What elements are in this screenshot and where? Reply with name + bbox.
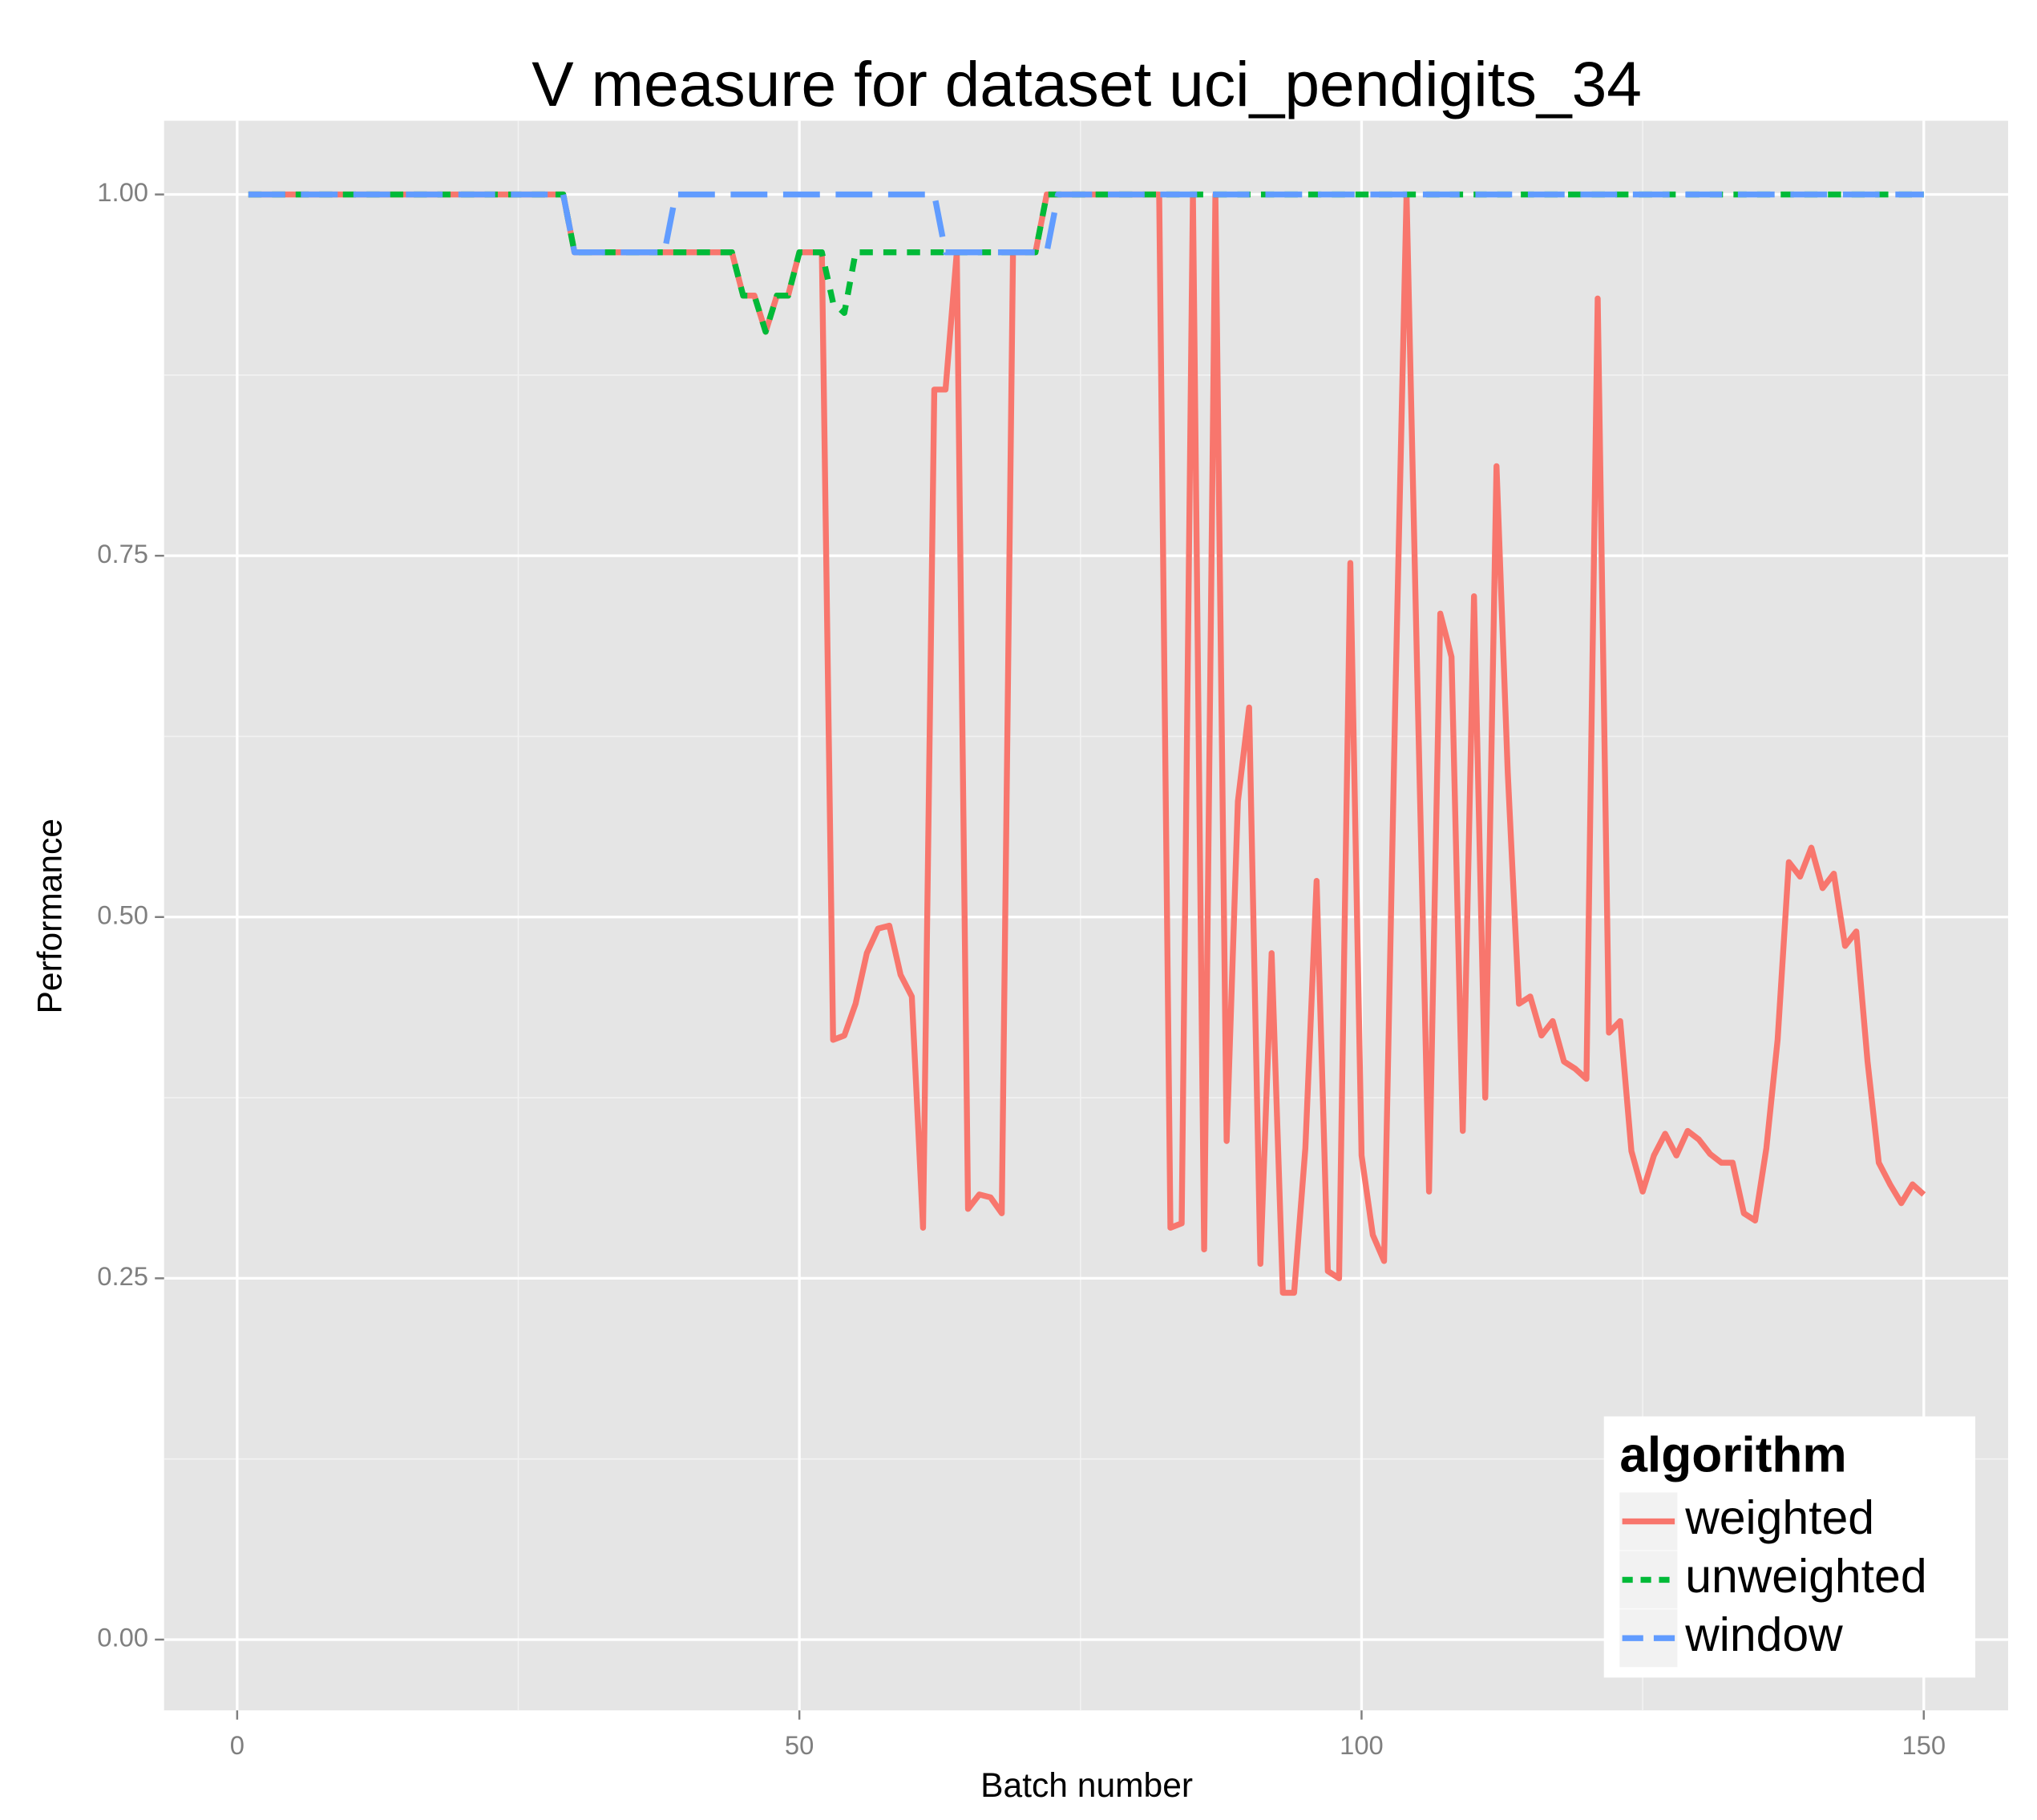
y-tick-label: 0.50 <box>97 900 148 929</box>
y-tick-label: 1.00 <box>97 177 148 207</box>
x-tick-label: 100 <box>1340 1730 1384 1760</box>
x-tick-label: 50 <box>785 1730 814 1760</box>
x-axis-title: Batch number <box>980 1766 1193 1805</box>
y-tick-label: 0.00 <box>97 1623 148 1652</box>
y-tick-label: 0.75 <box>97 539 148 568</box>
lines <box>248 191 1926 1296</box>
legend-label: window <box>1684 1609 1843 1661</box>
legend-label: unweighted <box>1685 1551 1926 1603</box>
x-tick-label: 0 <box>230 1730 245 1760</box>
chart-title: V measure for dataset uci_pendigits_34 <box>531 49 1642 119</box>
y-tick-label: 0.25 <box>97 1261 148 1291</box>
x-tick-label: 150 <box>1902 1730 1946 1760</box>
y-axis-title: Performance <box>31 819 70 1014</box>
legend-label: weighted <box>1684 1492 1874 1544</box>
legend-title: algorithm <box>1619 1427 1846 1482</box>
legend: algorithm weighted unweighted window <box>1603 1416 1976 1678</box>
series-line <box>248 191 1924 256</box>
